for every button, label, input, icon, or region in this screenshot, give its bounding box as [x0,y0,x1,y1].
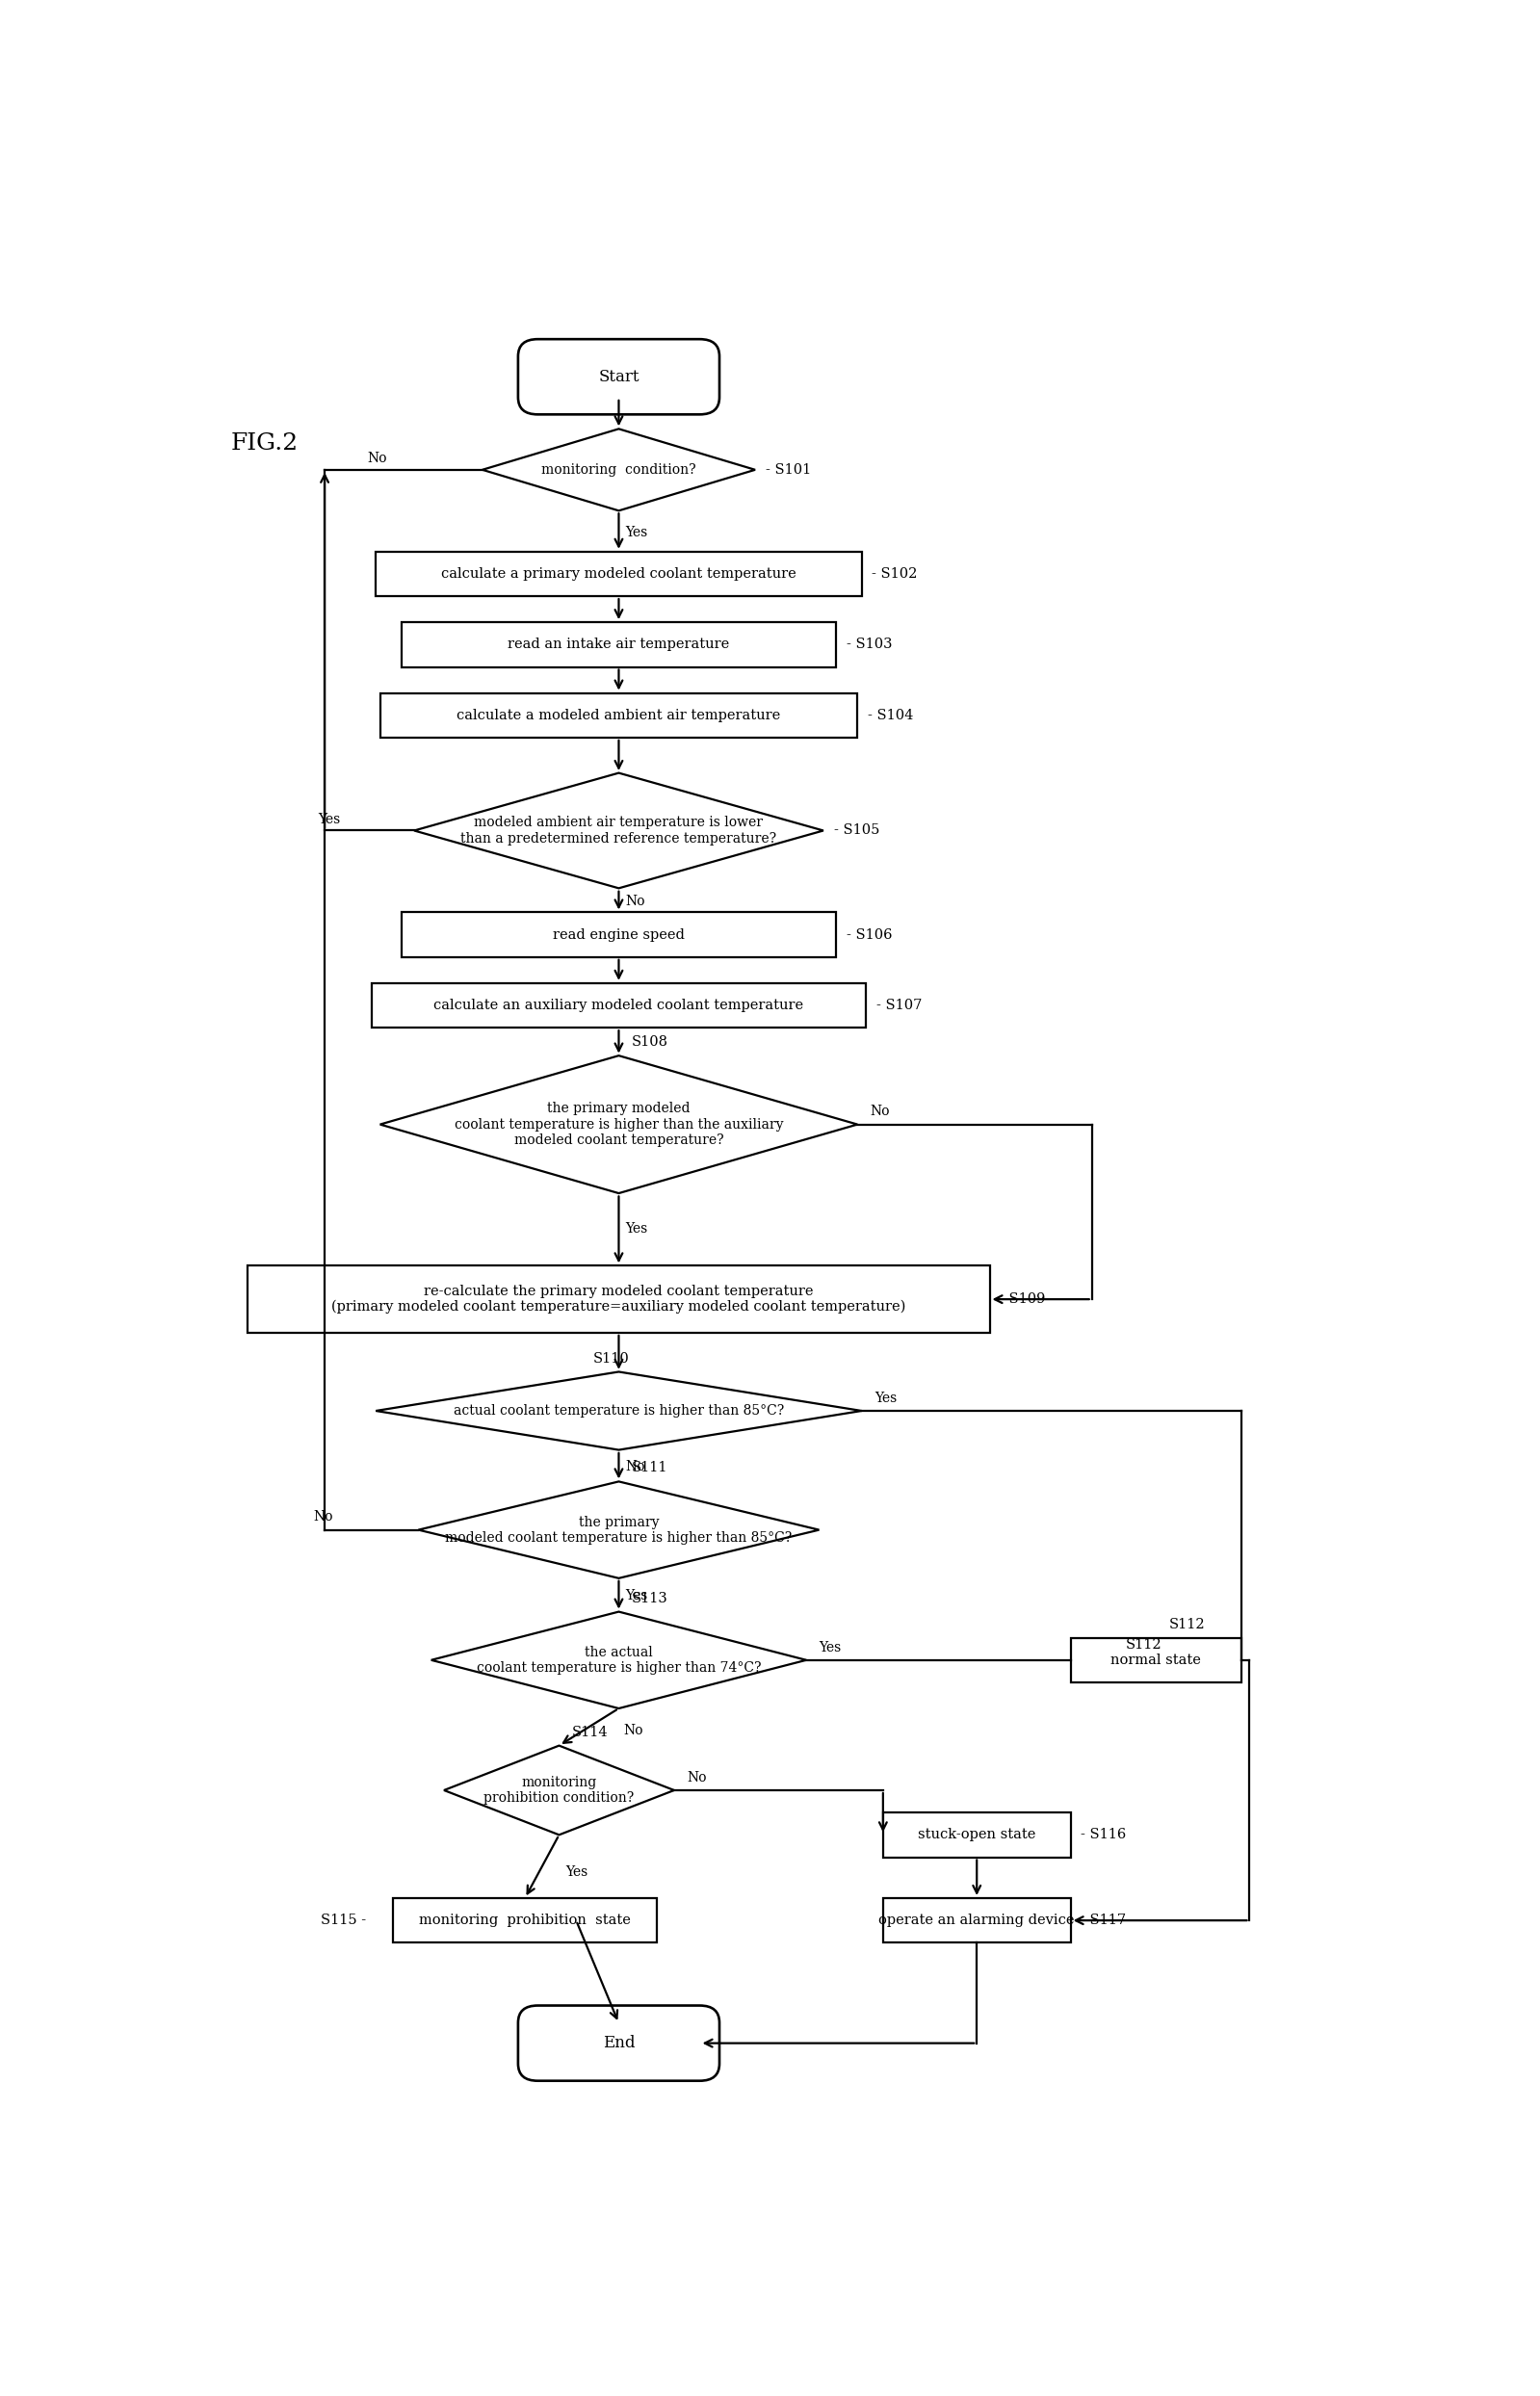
Bar [380,692,858,738]
Text: stuck-open state: stuck-open state [918,1828,1036,1843]
Text: - S102: - S102 [872,568,918,580]
Polygon shape [419,1481,819,1579]
Bar [371,982,865,1028]
Text: - S101: - S101 [765,462,812,477]
Text: Yes: Yes [317,812,340,827]
Bar [402,913,836,956]
Bar [402,623,836,666]
Text: S113: S113 [631,1591,668,1605]
Text: the primary
modeled coolant temperature is higher than 85°C?: the primary modeled coolant temperature … [445,1514,792,1545]
Text: calculate a primary modeled coolant temperature: calculate a primary modeled coolant temp… [440,568,796,580]
Text: Yes: Yes [625,527,648,539]
Polygon shape [380,1057,858,1193]
Text: monitoring  condition?: monitoring condition? [542,462,696,477]
FancyBboxPatch shape [517,340,719,415]
Text: - S116: - S116 [1081,1828,1126,1843]
Polygon shape [431,1613,807,1708]
Text: - S103: - S103 [847,637,892,652]
Text: No: No [367,453,387,465]
Text: Yes: Yes [625,1222,648,1236]
Polygon shape [414,774,824,889]
Text: - S106: - S106 [847,927,892,942]
Text: Yes: Yes [875,1392,896,1404]
Text: S112: S112 [1126,1639,1163,1651]
Text: operate an alarming device: operate an alarming device [879,1914,1075,1926]
Text: End: End [602,2034,634,2051]
Text: Yes: Yes [565,1866,588,1878]
Text: S110: S110 [593,1351,630,1366]
Text: No: No [687,1771,707,1785]
Text: the primary modeled
coolant temperature is higher than the auxiliary
modeled coo: the primary modeled coolant temperature … [454,1102,784,1148]
Text: normal state: normal state [1110,1653,1201,1668]
Text: Start: Start [598,369,639,386]
Text: monitoring
prohibition condition?: monitoring prohibition condition? [484,1775,634,1804]
Text: - S107: - S107 [876,999,922,1011]
Bar [376,551,862,597]
Text: Yes: Yes [625,1589,648,1603]
Text: calculate a modeled ambient air temperature: calculate a modeled ambient air temperat… [457,709,781,721]
Text: monitoring  prohibition  state: monitoring prohibition state [419,1914,631,1926]
Text: S111: S111 [631,1462,668,1476]
Text: calculate an auxiliary modeled coolant temperature: calculate an auxiliary modeled coolant t… [434,999,804,1011]
Text: S112: S112 [1169,1617,1204,1632]
Text: - S105: - S105 [833,824,879,836]
Text: the actual
coolant temperature is higher than 74°C?: the actual coolant temperature is higher… [476,1646,761,1675]
Text: Yes: Yes [819,1641,841,1653]
Bar [882,1811,1070,1857]
Text: modeled ambient air temperature is lower
than a predetermined reference temperat: modeled ambient air temperature is lower… [460,817,776,846]
Bar [1070,1639,1241,1682]
Text: FIG.2: FIG.2 [231,434,299,455]
FancyBboxPatch shape [517,2005,719,2080]
Polygon shape [376,1373,862,1450]
Text: No: No [314,1509,333,1524]
Text: No: No [870,1105,890,1119]
Text: re-calculate the primary modeled coolant temperature
(primary modeled coolant te: re-calculate the primary modeled coolant… [331,1284,906,1313]
Text: read engine speed: read engine speed [553,927,685,942]
Text: - S117: - S117 [1081,1914,1126,1926]
Text: No: No [624,1725,642,1737]
Text: S115 -: S115 - [320,1914,367,1926]
Text: read an intake air temperature: read an intake air temperature [508,637,730,652]
Text: No: No [625,894,645,908]
Polygon shape [482,429,755,510]
Text: - S109: - S109 [999,1291,1046,1306]
Text: No: No [625,1459,645,1474]
Bar [882,1898,1070,1943]
Text: S114: S114 [571,1725,608,1739]
Text: S108: S108 [631,1035,668,1049]
Text: actual coolant temperature is higher than 85°C?: actual coolant temperature is higher tha… [453,1404,784,1418]
Bar [248,1265,990,1332]
Bar [393,1898,658,1943]
Polygon shape [444,1747,675,1835]
Text: - S104: - S104 [867,709,913,721]
